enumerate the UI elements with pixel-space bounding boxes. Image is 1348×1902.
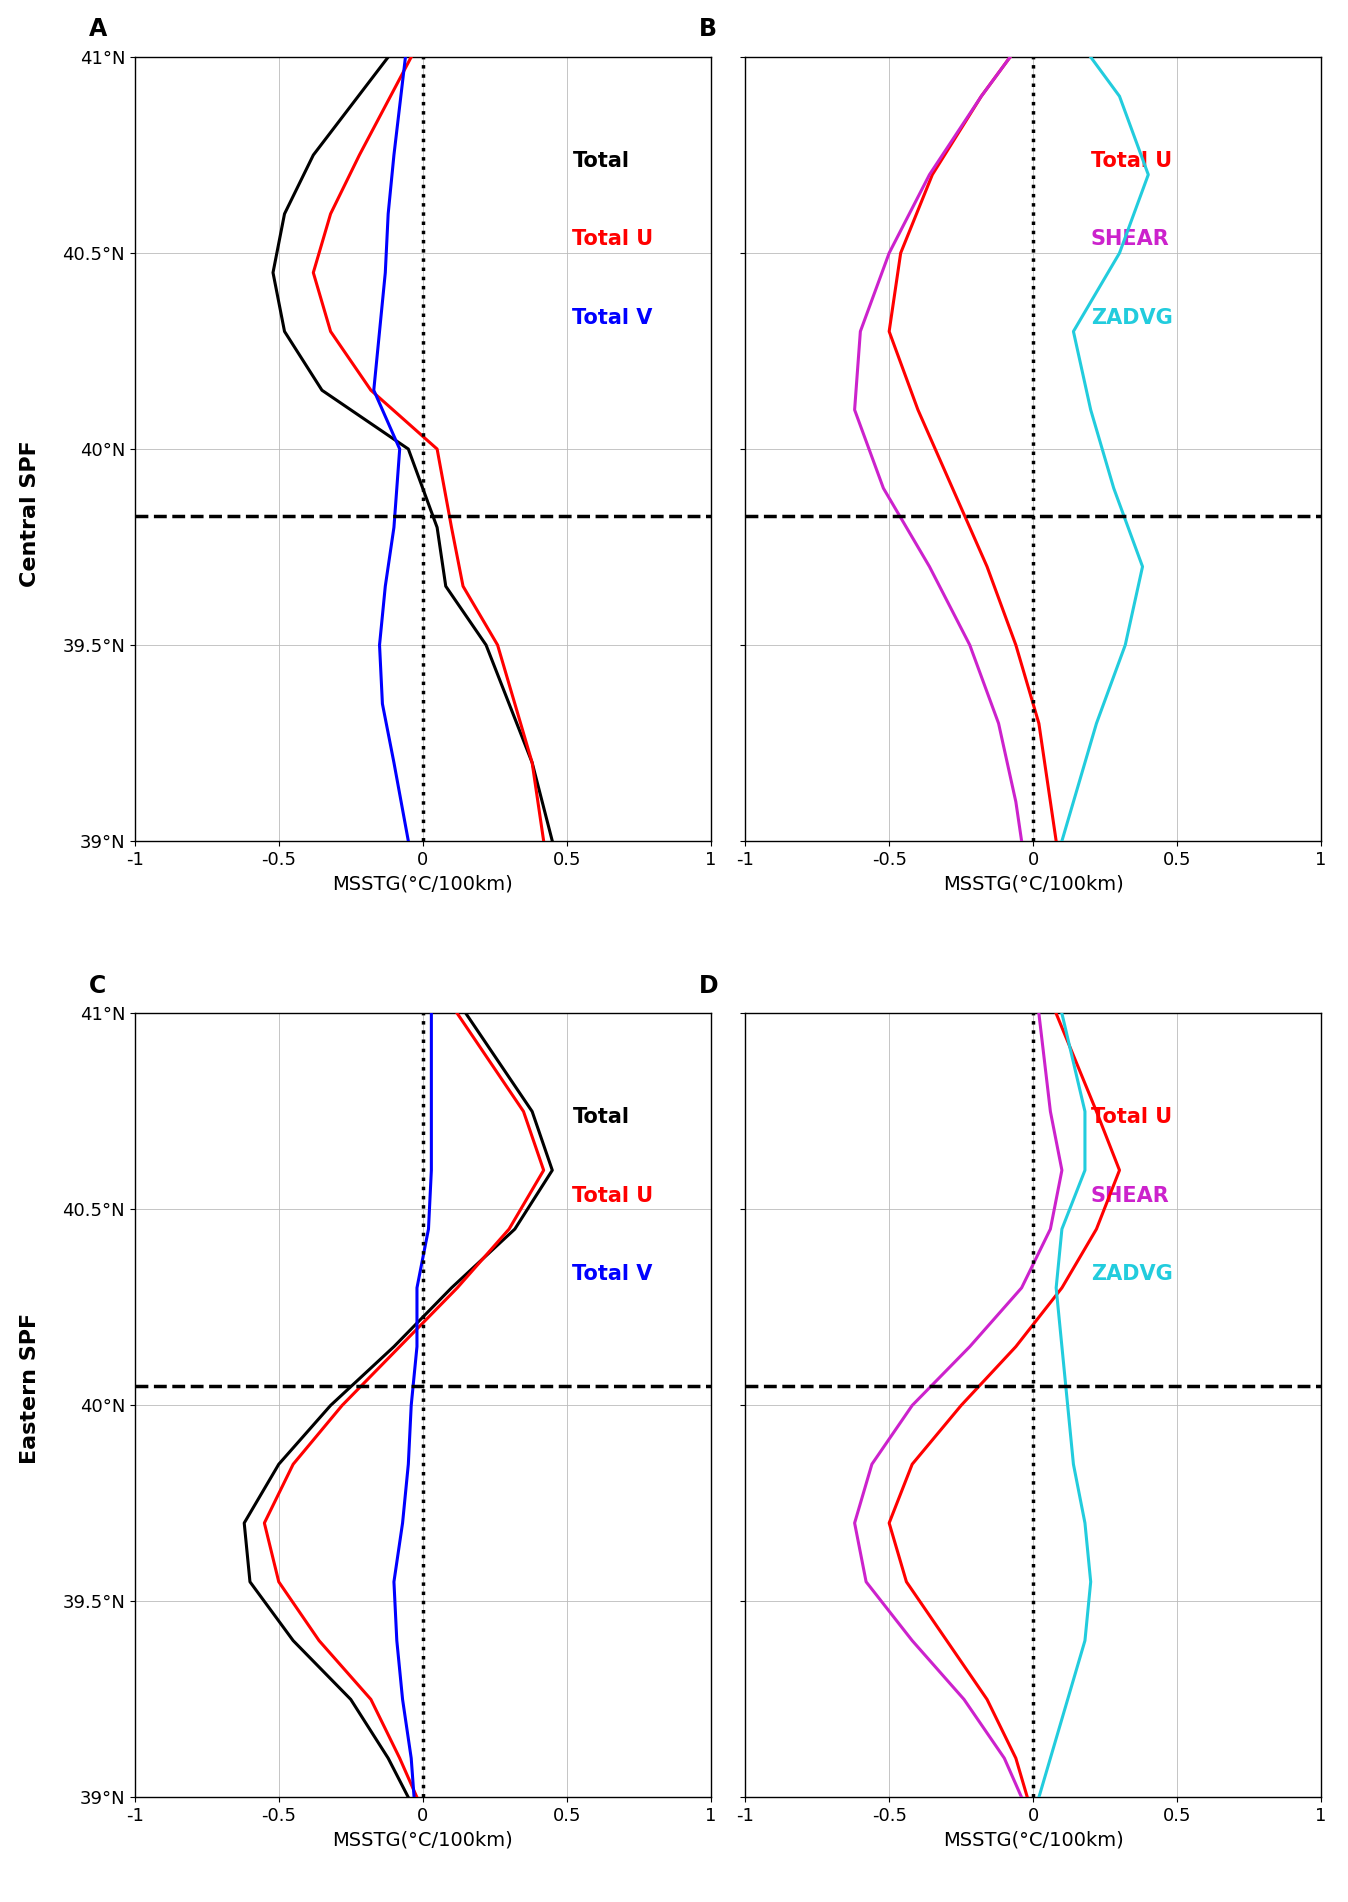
Text: SHEAR: SHEAR	[1091, 230, 1170, 249]
Text: B: B	[700, 17, 717, 42]
X-axis label: MSSTG(°C/100km): MSSTG(°C/100km)	[942, 875, 1123, 894]
Text: Total V: Total V	[573, 308, 652, 327]
Text: Eastern SPF: Eastern SPF	[20, 1312, 39, 1465]
Text: Central SPF: Central SPF	[20, 439, 39, 588]
Text: D: D	[700, 974, 718, 999]
X-axis label: MSSTG(°C/100km): MSSTG(°C/100km)	[333, 875, 514, 894]
Text: A: A	[89, 17, 106, 42]
Text: ZADVG: ZADVG	[1091, 1265, 1173, 1284]
Text: Total U: Total U	[573, 230, 654, 249]
Text: SHEAR: SHEAR	[1091, 1185, 1170, 1206]
X-axis label: MSSTG(°C/100km): MSSTG(°C/100km)	[333, 1830, 514, 1849]
Text: Total U: Total U	[1091, 150, 1171, 171]
X-axis label: MSSTG(°C/100km): MSSTG(°C/100km)	[942, 1830, 1123, 1849]
Text: ZADVG: ZADVG	[1091, 308, 1173, 327]
Text: Total U: Total U	[573, 1185, 654, 1206]
Text: Total: Total	[573, 1107, 630, 1128]
Text: Total: Total	[573, 150, 630, 171]
Text: C: C	[89, 974, 106, 999]
Text: Total U: Total U	[1091, 1107, 1171, 1128]
Text: Total V: Total V	[573, 1265, 652, 1284]
